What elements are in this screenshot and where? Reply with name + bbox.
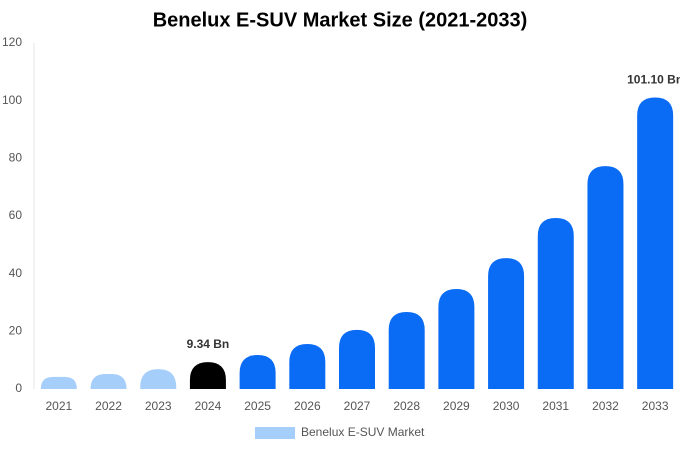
legend-swatch xyxy=(255,427,295,439)
x-tick-label: 2033 xyxy=(642,399,669,413)
bar xyxy=(90,374,127,389)
y-tick-label: 40 xyxy=(9,266,23,280)
y-tick-label: 20 xyxy=(9,324,23,338)
y-tick-label: 0 xyxy=(15,381,22,395)
x-tick-label: 2029 xyxy=(443,399,470,413)
x-tick-label: 2031 xyxy=(542,399,569,413)
bar xyxy=(388,312,425,389)
x-tick-label: 2023 xyxy=(145,399,172,413)
x-tick-label: 2021 xyxy=(45,399,72,413)
x-tick-label: 2026 xyxy=(294,399,321,413)
bar xyxy=(289,344,326,389)
bar xyxy=(587,166,624,389)
x-tick-label: 2030 xyxy=(493,399,520,413)
y-tick-label: 100 xyxy=(2,93,22,107)
bar xyxy=(239,354,276,389)
x-tick-label: 2027 xyxy=(344,399,371,413)
bar xyxy=(438,288,475,389)
y-tick-label: 120 xyxy=(2,35,22,49)
bar xyxy=(537,218,574,389)
x-tick-label: 2032 xyxy=(592,399,619,413)
y-tick-label: 80 xyxy=(9,151,23,165)
x-tick-label: 2022 xyxy=(95,399,122,413)
chart-title: Benelux E-SUV Market Size (2021-2033) xyxy=(153,9,528,31)
x-tick-label: 2028 xyxy=(393,399,420,413)
bar xyxy=(637,97,674,390)
legend-label: Benelux E-SUV Market xyxy=(301,425,425,439)
bar xyxy=(189,362,226,389)
y-tick-label: 60 xyxy=(9,208,23,222)
value-label: 9.34 Bn xyxy=(187,337,230,351)
bar xyxy=(488,258,525,389)
bar xyxy=(40,376,77,389)
bar xyxy=(140,369,177,389)
x-tick-label: 2025 xyxy=(244,399,271,413)
bar xyxy=(339,329,375,389)
x-tick-label: 2024 xyxy=(195,399,222,413)
value-label: 101.10 Bn xyxy=(627,73,680,87)
